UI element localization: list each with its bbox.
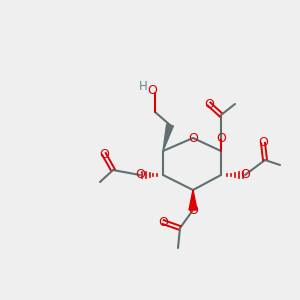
Text: O: O [147,85,157,98]
Polygon shape [163,124,173,151]
Text: O: O [135,169,145,182]
Polygon shape [189,190,197,210]
Text: O: O [204,98,214,110]
Text: O: O [188,203,198,217]
Text: O: O [158,215,168,229]
Text: H: H [139,80,147,94]
Text: O: O [99,148,109,160]
Text: O: O [216,131,226,145]
Text: O: O [188,131,198,145]
Text: O: O [258,136,268,149]
Text: O: O [240,169,250,182]
